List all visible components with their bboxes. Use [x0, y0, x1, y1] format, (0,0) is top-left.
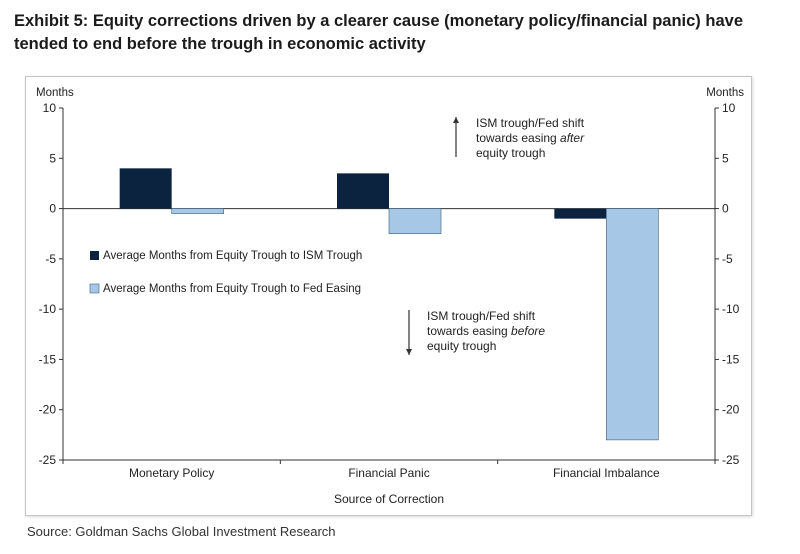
- annotation-text-segment: towards easing: [476, 131, 560, 145]
- annotation-text-segment: equity trough: [476, 146, 545, 160]
- left-y-tick-label: 5: [49, 151, 56, 165]
- bar-fed: [606, 208, 659, 441]
- right-y-tick-label: -5: [722, 252, 733, 266]
- annotation-line: equity trough: [427, 339, 496, 353]
- left-axis-unit-label: Months: [36, 87, 74, 99]
- right-y-tick-label: -15: [722, 352, 740, 366]
- annotation-line: equity trough: [476, 146, 545, 160]
- bar-ism: [554, 208, 607, 219]
- bar-chart: Months Months 10 10 5 5 0 0 -5 -5 -10 -10 -15 -15 -2…: [36, 87, 744, 506]
- bars: [119, 168, 659, 441]
- left-y-tick-label: -15: [39, 352, 57, 366]
- legend-swatch: [90, 251, 99, 260]
- bar-fed: [171, 208, 224, 214]
- left-y-tick-label: 0: [49, 202, 56, 216]
- left-y-tick-label: -5: [45, 252, 56, 266]
- legend-label: Average Months from Equity Trough to Fed…: [103, 283, 361, 295]
- right-y-tick-label: 10: [722, 101, 736, 115]
- legend: Average Months from Equity Trough to ISM…: [89, 250, 362, 295]
- x-axis-title: Source of Correction: [334, 492, 444, 506]
- annotation-text-segment: towards easing: [427, 324, 511, 338]
- chart-frame: Months Months 10 10 5 5 0 0 -5 -5 -10 -10 -15 -15 -2…: [25, 76, 752, 516]
- source-note: Source: Goldman Sachs Global Investment …: [27, 524, 336, 539]
- right-y-tick-label: -10: [722, 302, 740, 316]
- axes: 10 10 5 5 0 0 -5 -5 -10 -10 -15 -15 -20 -20 -25 -25 Mone…: [39, 101, 740, 480]
- annotation-line: ISM trough/Fed shift: [427, 309, 536, 323]
- right-y-tick-label: 0: [722, 202, 729, 216]
- left-y-tick-label: -25: [39, 453, 57, 467]
- arrow-up-icon: [453, 117, 459, 123]
- bar-fed: [388, 208, 442, 235]
- annotation-text-segment: ISM trough/Fed shift: [427, 309, 536, 323]
- left-y-tick-label: -10: [39, 302, 57, 316]
- right-y-tick-label: 5: [722, 151, 729, 165]
- x-category-label: Financial Panic: [348, 466, 429, 480]
- exhibit-title: Exhibit 5: Equity corrections driven by …: [14, 12, 743, 53]
- right-y-tick-label: -25: [722, 453, 740, 467]
- annotation-text-segment: ISM trough/Fed shift: [476, 116, 585, 130]
- left-y-tick-label: -20: [39, 403, 57, 417]
- x-category-label: Financial Imbalance: [553, 466, 660, 480]
- annotation-line: towards easing after: [476, 131, 585, 145]
- legend-label: Average Months from Equity Trough to ISM…: [103, 250, 362, 262]
- annotation-line: ISM trough/Fed shift: [476, 116, 585, 130]
- x-category-label: Monetary Policy: [129, 466, 214, 480]
- annotation-text-segment: after: [560, 131, 585, 145]
- legend-swatch: [89, 283, 100, 294]
- annotation-text-segment: equity trough: [427, 339, 496, 353]
- annotation-text-segment: before: [511, 324, 545, 338]
- bar-ism: [337, 173, 389, 209]
- annotation-line: towards easing before: [427, 324, 545, 338]
- left-y-tick-label: 10: [43, 101, 57, 115]
- right-y-tick-label: -20: [722, 403, 740, 417]
- right-axis-unit-label: Months: [706, 87, 744, 99]
- bar-ism: [119, 168, 172, 209]
- arrow-down-icon: [406, 349, 412, 355]
